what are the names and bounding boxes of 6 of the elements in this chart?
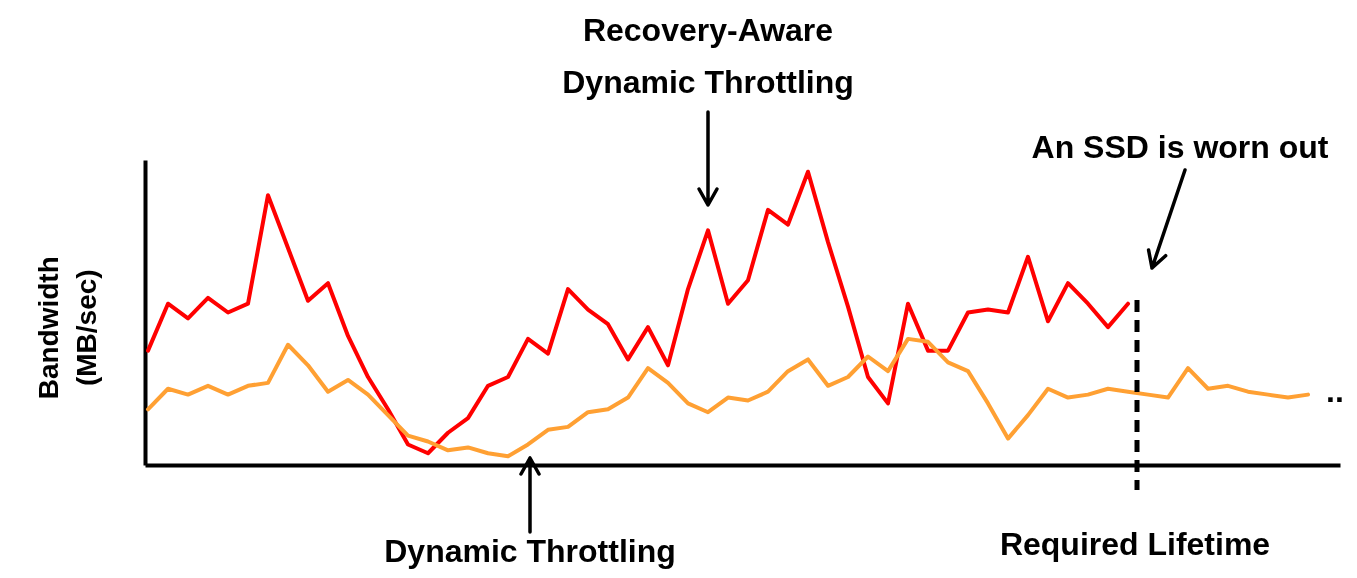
annotation: ..: [1326, 373, 1344, 409]
text: An SSD is worn out: [1031, 129, 1329, 165]
text: Recovery-Aware Dynamic Throttling: [562, 12, 854, 100]
y-axis-title: Bandwidth (MB/sec): [33, 256, 102, 400]
text: Dynamic Throttling: [384, 533, 676, 569]
text: Required Lifetime: [999, 526, 1271, 562]
